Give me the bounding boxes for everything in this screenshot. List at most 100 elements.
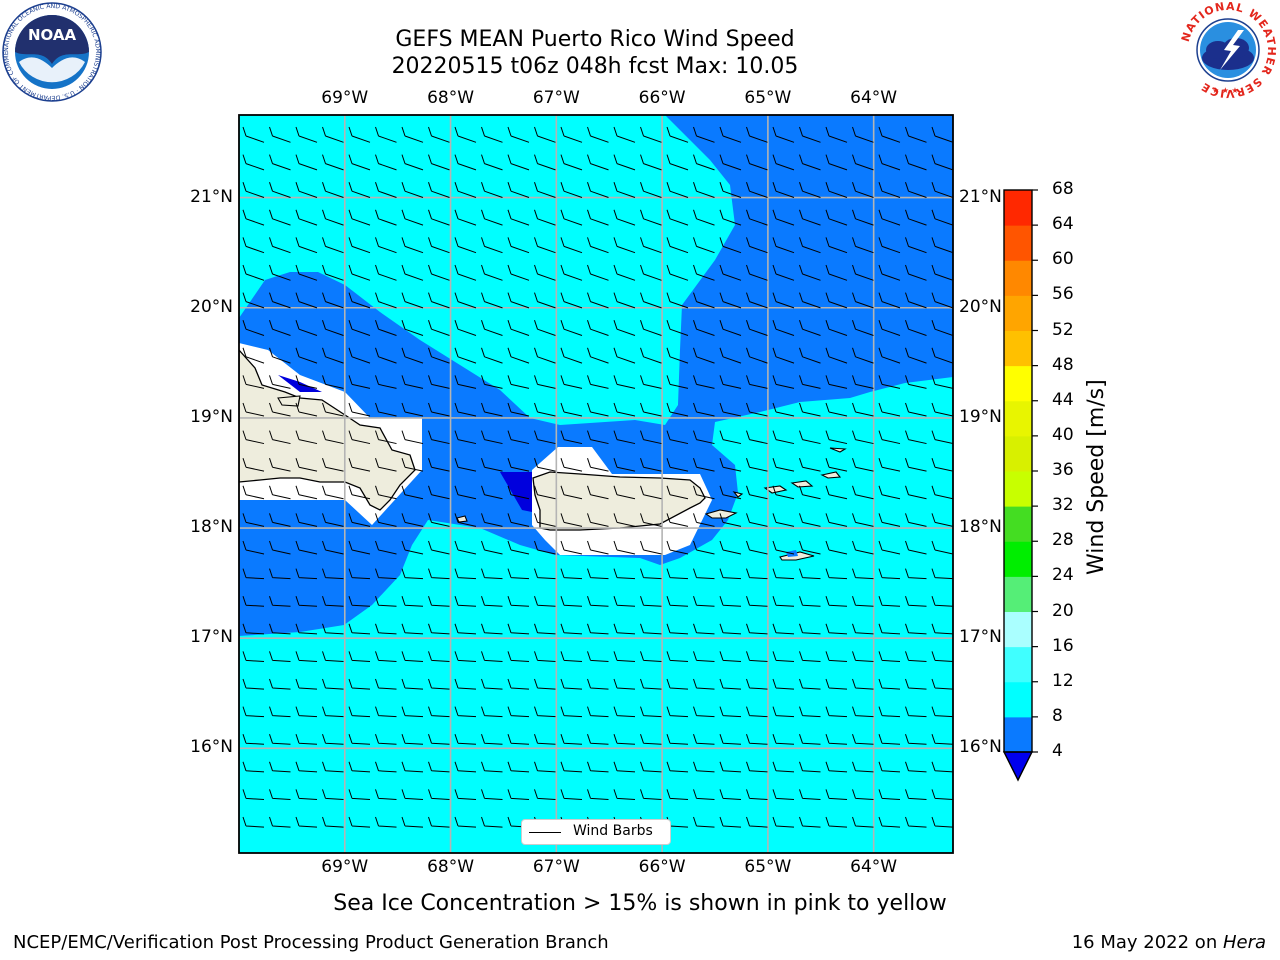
- colorbar-tick-label: 40: [1052, 424, 1074, 445]
- wind-barb: [428, 651, 450, 662]
- wind-barb: [242, 320, 265, 336]
- wind-barb: [640, 264, 662, 281]
- wind-barb: [269, 458, 291, 472]
- wind-barb: [481, 209, 503, 226]
- wind-barb: [348, 513, 371, 527]
- wind-barb: [613, 237, 636, 254]
- wind-barb: [401, 182, 424, 198]
- wind-barb: [746, 485, 768, 500]
- wind-barb: [746, 154, 768, 171]
- axis-tick-label: 67°W: [532, 857, 580, 877]
- wind-barb: [905, 706, 927, 718]
- wind-barb: [507, 126, 530, 143]
- wind-barb: [825, 375, 848, 389]
- wind-barb: [878, 375, 901, 389]
- wind-barb: [878, 623, 901, 635]
- wind-barb: [295, 292, 318, 309]
- wind-barb: [693, 320, 715, 336]
- wind-barb: [613, 513, 636, 527]
- wind-barb: [534, 789, 556, 800]
- wind-barb: [640, 458, 662, 472]
- wind-barb: [825, 320, 848, 336]
- wind-barb: [772, 596, 795, 607]
- small-island: [820, 471, 842, 479]
- wind-barb: [481, 678, 503, 690]
- wind-barb: [878, 430, 901, 445]
- wind-barb: [507, 320, 530, 336]
- wind-barb: [931, 182, 953, 198]
- wind-barb: [242, 375, 265, 389]
- wind-barb: [534, 430, 556, 445]
- wind-barb: [401, 209, 424, 226]
- wind-barb: [931, 402, 953, 417]
- wind-barb: [613, 734, 636, 745]
- wind-barb: [322, 292, 344, 309]
- wind-barb: [852, 651, 874, 662]
- wind-barb: [454, 126, 477, 143]
- wind-barb: [242, 623, 265, 635]
- wind-barb: [852, 126, 874, 143]
- colorbar-label: Wind Speed [m/s]: [1084, 379, 1109, 575]
- wind-barb: [772, 292, 795, 309]
- wind-barb: [428, 209, 450, 226]
- wind-barb: [746, 458, 768, 472]
- wind-barb: [852, 347, 874, 364]
- wind-barb: [799, 596, 821, 607]
- wind-barb: [242, 706, 265, 718]
- axis-tick-label: 68°W: [427, 857, 475, 877]
- wind-barb: [454, 402, 477, 417]
- wind-barb: [295, 458, 318, 472]
- wind-barb: [428, 126, 450, 143]
- wind-barb: [454, 816, 477, 828]
- wind-barb: [772, 761, 795, 773]
- wind-barb: [348, 430, 371, 445]
- wind-barb: [322, 347, 344, 364]
- wind-barb: [878, 402, 901, 417]
- wind-barb: [587, 458, 609, 472]
- wind-barb: [375, 154, 397, 171]
- colorbar-segment: [1004, 400, 1032, 437]
- wind-barb: [560, 596, 583, 607]
- wind-barb: [693, 816, 715, 828]
- wind-barb: [242, 182, 265, 198]
- axis-tick-label: 18°N: [959, 517, 1002, 538]
- wind-barb: [825, 485, 848, 500]
- wind-barb: [719, 761, 742, 773]
- wind-barb: [481, 375, 503, 389]
- wind-barb: [746, 126, 768, 143]
- wind-barb: [825, 458, 848, 472]
- wind-barb: [666, 734, 689, 745]
- wind-barb: [348, 126, 371, 143]
- wind-barb: [666, 402, 689, 417]
- wind-barb: [587, 734, 609, 745]
- wind-barb: [905, 430, 927, 445]
- wind-barb: [242, 347, 265, 364]
- wind-barb: [799, 734, 821, 745]
- wind-barb: [719, 209, 742, 226]
- wind-barb: [322, 734, 344, 745]
- wind-barb: [799, 292, 821, 309]
- wind-barb: [375, 513, 397, 527]
- wind-barb: [454, 651, 477, 662]
- wind-barb: [560, 292, 583, 309]
- wind-barb: [560, 678, 583, 690]
- wind-barb: [428, 320, 450, 336]
- wind-barb: [348, 706, 371, 718]
- wind-barb: [507, 485, 530, 500]
- wind-barb: [401, 513, 424, 527]
- wind-barb: [375, 430, 397, 445]
- wind-barb: [905, 347, 927, 364]
- wind-barb: [666, 485, 689, 500]
- wind-barb: [613, 678, 636, 690]
- wind-barb: [560, 320, 583, 336]
- svg-text:★ ★ ★: ★ ★ ★: [1212, 86, 1239, 95]
- wind-barb: [534, 264, 556, 281]
- wind-barb: [905, 402, 927, 417]
- wind-barb: [905, 678, 927, 690]
- wind-barb: [640, 513, 662, 527]
- wind-barb: [719, 816, 742, 828]
- wind-barb: [322, 568, 344, 580]
- wind-barb: [931, 126, 953, 143]
- wind-barb: [242, 678, 265, 690]
- wind-barb: [454, 209, 477, 226]
